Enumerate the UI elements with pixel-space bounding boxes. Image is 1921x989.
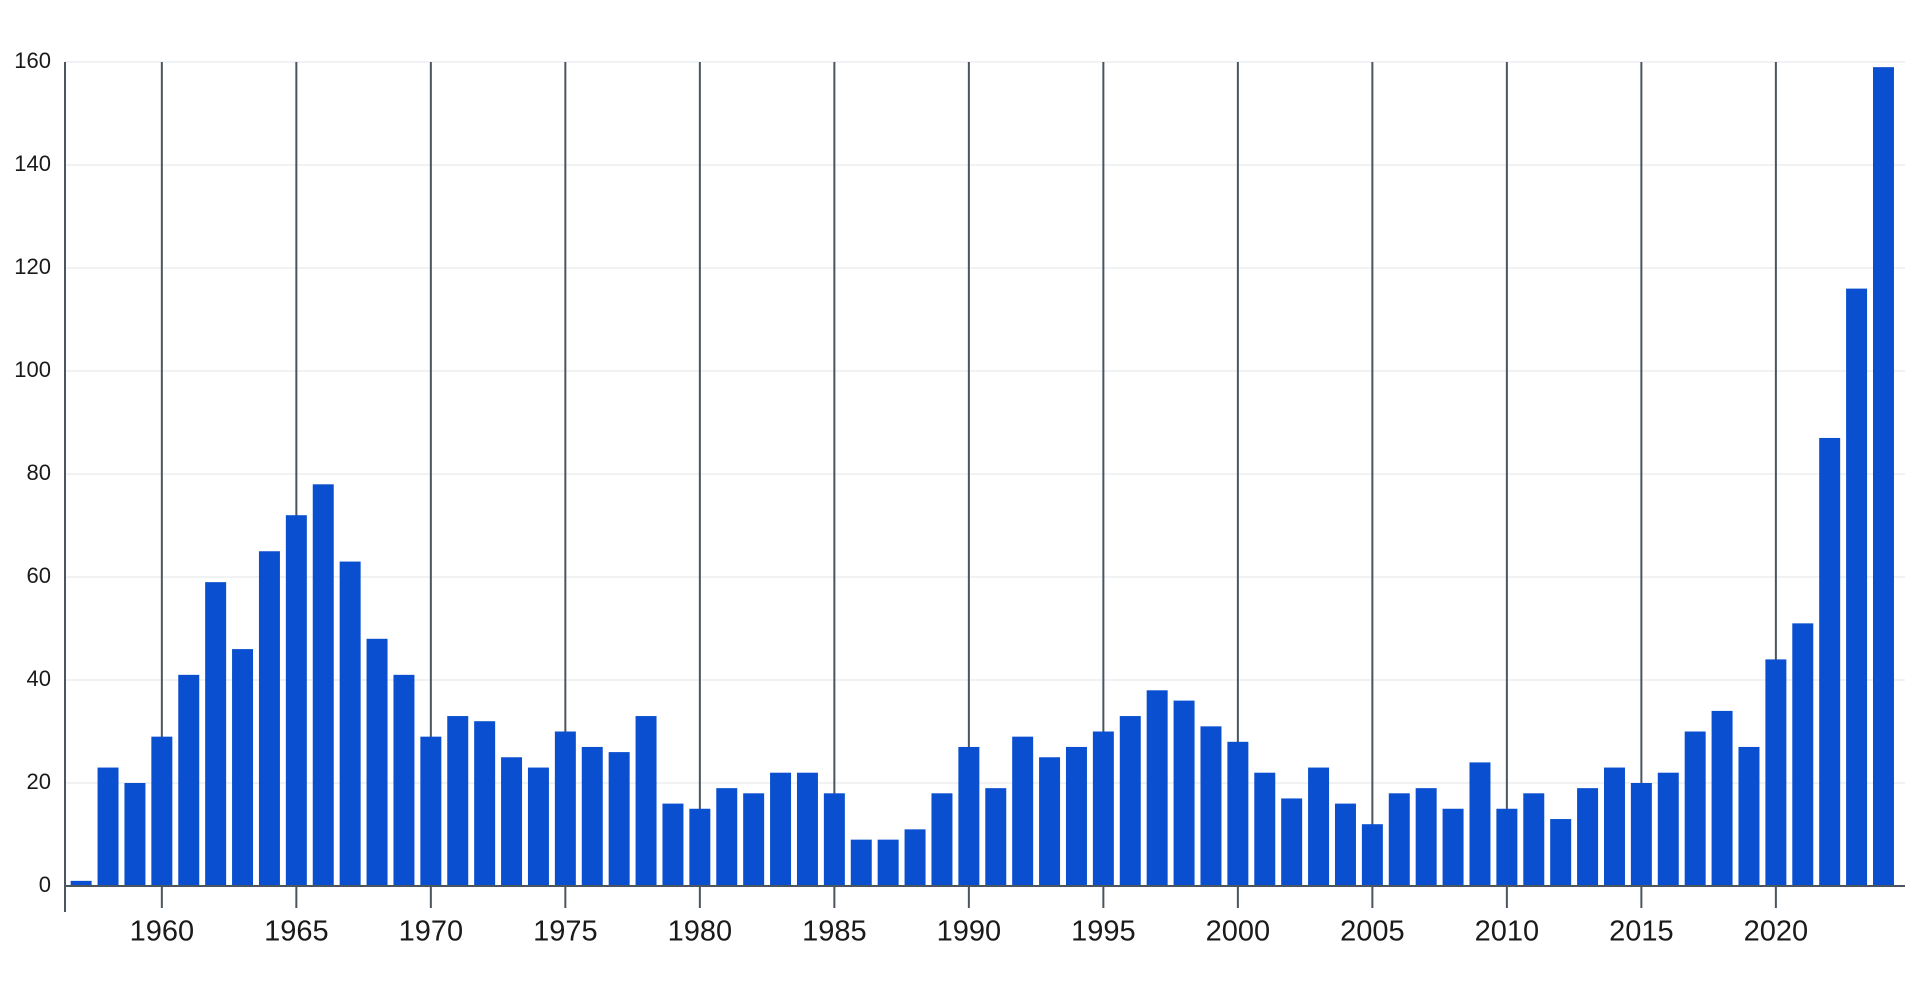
x-tick-label: 1990 [937,916,1002,948]
x-tick-label: 2010 [1475,916,1540,948]
bar [1819,437,1841,886]
bar [1469,762,1491,886]
x-tick-label: 2020 [1744,916,1809,948]
bar [904,829,926,886]
bar [958,746,980,886]
bar [1657,772,1679,886]
bar [1012,736,1034,886]
x-tick-label: 1980 [668,916,733,948]
bar [581,746,603,886]
x-tick-label: 2000 [1206,916,1271,948]
x-tick-label: 1960 [130,916,195,948]
bar [420,736,442,886]
bar [1227,741,1249,886]
x-tick-label: 1970 [399,916,464,948]
x-tick-label: 1985 [802,916,867,948]
bar [1200,726,1222,886]
bar [447,716,469,886]
bar [1577,788,1599,886]
bar [1792,623,1814,886]
y-tick-label: 0 [39,872,51,897]
x-tick-label: 1975 [533,916,598,948]
bar [1684,731,1706,886]
bar [1039,757,1061,886]
bar [1308,767,1330,886]
bar [232,649,254,886]
bar [285,515,307,886]
bar [1523,793,1545,886]
bar [877,839,899,886]
bar [501,757,523,886]
x-tick-label: 2005 [1340,916,1405,948]
y-tick-label: 60 [27,563,51,588]
bar [850,839,872,886]
bar [554,731,576,886]
y-tick-label: 140 [14,151,51,176]
bar [1711,710,1733,886]
bar [1281,798,1303,886]
bar [716,788,738,886]
bar [1550,819,1572,886]
x-tick-label: 1995 [1071,916,1136,948]
bar [1146,690,1168,886]
bar [1603,767,1625,886]
bar [178,674,200,886]
bar [1334,803,1356,886]
bar [366,638,388,886]
bar [393,674,415,886]
bar [743,793,765,886]
bar [1254,772,1276,886]
bar [70,880,92,886]
bar [608,752,630,886]
bar [1361,824,1383,886]
bar [205,582,227,886]
y-tick-label: 100 [14,357,51,382]
bar [258,551,280,886]
bar [1442,808,1464,886]
bar [1065,746,1087,886]
bar [151,736,173,886]
bar [1630,783,1652,886]
bar [312,484,334,886]
y-tick-label: 120 [14,254,51,279]
bar [1872,67,1894,886]
y-tick-label: 160 [14,48,51,73]
bar [1092,731,1114,886]
y-tick-label: 20 [27,769,51,794]
bar [823,793,845,886]
bar [474,721,496,886]
bar [339,561,361,886]
x-tick-label: 1965 [264,916,329,948]
bar [1173,700,1195,886]
bar [662,803,684,886]
bar [1738,746,1760,886]
x-tick-label: 2015 [1609,916,1674,948]
bar [796,772,818,886]
bar [97,767,119,886]
bar [931,793,953,886]
bar [124,783,146,886]
bar [635,716,657,886]
bar [1119,716,1141,886]
bar [770,772,792,886]
bar [1496,808,1518,886]
y-tick-label: 80 [27,460,51,485]
bar [1846,288,1868,887]
bar [985,788,1007,886]
bar [1765,659,1787,886]
bar [1388,793,1410,886]
bar [1415,788,1437,886]
y-tick-label: 40 [27,666,51,691]
bar [689,808,711,886]
bar [527,767,549,886]
